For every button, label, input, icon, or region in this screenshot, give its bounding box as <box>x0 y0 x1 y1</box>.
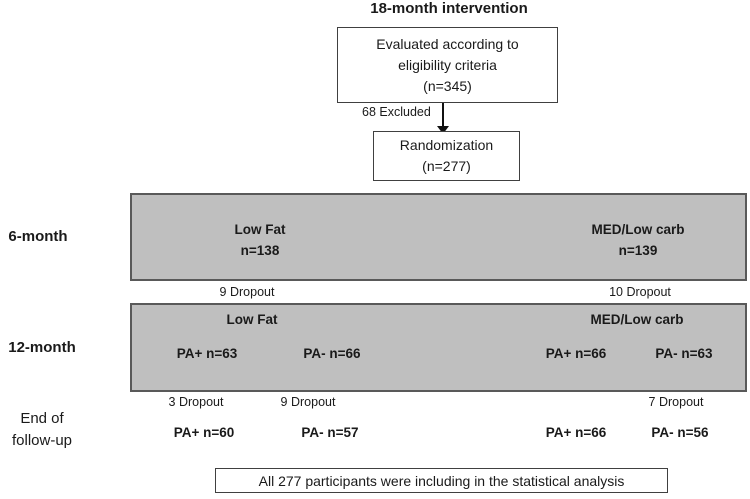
dropout-6m-med-low-carb: 10 Dropout <box>609 285 671 299</box>
down-arrow-icon <box>437 126 449 134</box>
end-followup-label-line-2: follow-up <box>11 432 73 449</box>
twelve-month-med-low-carb-name: MED/Low carb <box>590 312 684 327</box>
stage-label-end-of-follow-up: End of follow-up <box>0 408 84 452</box>
six-month-low-fat-group: Low Fat n=138 <box>160 219 360 261</box>
eligibility-line-1: Evaluated according to <box>376 35 519 52</box>
twelve-month-low-fat-name: Low Fat <box>226 312 278 327</box>
down-arrow-line <box>442 103 444 128</box>
final-analysis-text: All 277 participants were including in t… <box>258 472 625 489</box>
six-month-low-fat-n: n=138 <box>240 243 280 258</box>
eligibility-box: Evaluated according to eligibility crite… <box>337 27 558 103</box>
dropout-12m-pa-minus-right: 7 Dropout <box>648 395 704 409</box>
twelve-month-low-fat-pa-plus: PA+ n=63 <box>176 346 238 361</box>
randomization-line-1: Randomization <box>399 137 494 153</box>
six-month-med-low-carb-n: n=139 <box>618 243 658 258</box>
end-followup-med-low-carb-pa-minus: PA- n=56 <box>651 425 709 440</box>
twelve-month-box: Low Fat MED/Low carb PA+ n=63 PA- n=66 P… <box>130 303 747 392</box>
dropout-12m-pa-plus-left: 3 Dropout <box>168 395 224 409</box>
final-analysis-box: All 277 participants were including in t… <box>215 468 668 493</box>
twelve-month-med-low-carb-pa-plus: PA+ n=66 <box>545 346 607 361</box>
eligibility-line-2: eligibility criteria <box>398 56 497 73</box>
six-month-med-low-carb-group: MED/Low carb n=139 <box>538 219 738 261</box>
twelve-month-low-fat-pa-minus: PA- n=66 <box>303 346 361 361</box>
end-followup-low-fat-pa-plus: PA+ n=60 <box>173 425 235 440</box>
excluded-label: 68 Excluded <box>362 105 431 119</box>
diagram-title: 18-month intervention <box>370 0 528 17</box>
stage-label-12-month: 12-month <box>8 339 76 356</box>
six-month-low-fat-name: Low Fat <box>234 222 286 237</box>
twelve-month-med-low-carb-pa-minus: PA- n=63 <box>655 346 713 361</box>
randomization-box: Randomization (n=277) <box>373 131 520 181</box>
end-followup-med-low-carb-pa-plus: PA+ n=66 <box>545 425 607 440</box>
randomization-line-2: (n=277) <box>422 158 471 174</box>
six-month-med-low-carb-name: MED/Low carb <box>591 222 685 237</box>
eligibility-line-3: (n=345) <box>423 77 472 94</box>
stage-label-6-month: 6-month <box>8 228 68 245</box>
end-followup-label-line-1: End of <box>20 410 64 427</box>
six-month-box: Low Fat n=138 MED/Low carb n=139 <box>130 193 747 281</box>
dropout-12m-pa-minus-left: 9 Dropout <box>280 395 336 409</box>
dropout-6m-low-fat: 9 Dropout <box>219 285 275 299</box>
end-followup-low-fat-pa-minus: PA- n=57 <box>301 425 359 440</box>
